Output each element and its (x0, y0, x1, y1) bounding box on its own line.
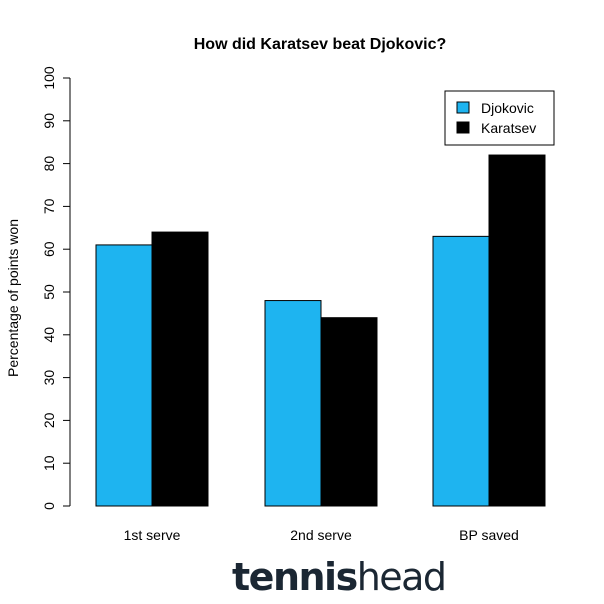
bar-karatsev-0 (151, 231, 209, 507)
y-tick-label: 30 (41, 370, 57, 386)
y-tick-label: 20 (41, 412, 57, 428)
bar-djokovic-2 (432, 235, 490, 507)
x-tick-label: 2nd serve (290, 527, 352, 543)
y-axis: 0 10 20 30 40 50 60 70 80 90 100 (41, 66, 71, 510)
bar-djokovic-0 (95, 244, 153, 507)
brand-logo: tennishead (232, 555, 446, 599)
legend-swatch-djokovic (456, 101, 470, 114)
x-tick-label: 1st serve (124, 527, 181, 543)
y-axis-label: Percentage of points won (5, 219, 21, 377)
brand-logo-light: head (357, 555, 446, 599)
bar-djokovic-1 (264, 300, 322, 507)
y-tick-label: 10 (41, 455, 57, 471)
x-tick-label: BP saved (459, 527, 519, 543)
y-tick-label: 50 (41, 284, 57, 300)
x-axis-tick-labels: 1st serve 2nd serve BP saved (124, 527, 519, 543)
y-tick-label: 90 (41, 113, 57, 129)
legend-label-karatsev: Karatsev (481, 120, 536, 136)
legend: Djokovic Karatsev (444, 90, 555, 146)
brand-logo-bold: tennis (232, 555, 357, 599)
legend-box (444, 90, 555, 146)
y-tick-label: 80 (41, 156, 57, 172)
y-tick-label: 40 (41, 327, 57, 343)
y-tick-label: 70 (41, 198, 57, 214)
bar-karatsev-2 (488, 154, 546, 507)
legend-label-djokovic: Djokovic (481, 100, 534, 116)
chart-title: How did Karatsev beat Djokovic? (194, 36, 447, 53)
bar-karatsev-1 (320, 317, 378, 507)
y-tick-label: 100 (41, 66, 57, 90)
bars-group (95, 154, 546, 507)
y-tick-label: 60 (41, 241, 57, 257)
legend-swatch-karatsev (456, 121, 470, 134)
y-tick-label: 0 (41, 502, 57, 510)
